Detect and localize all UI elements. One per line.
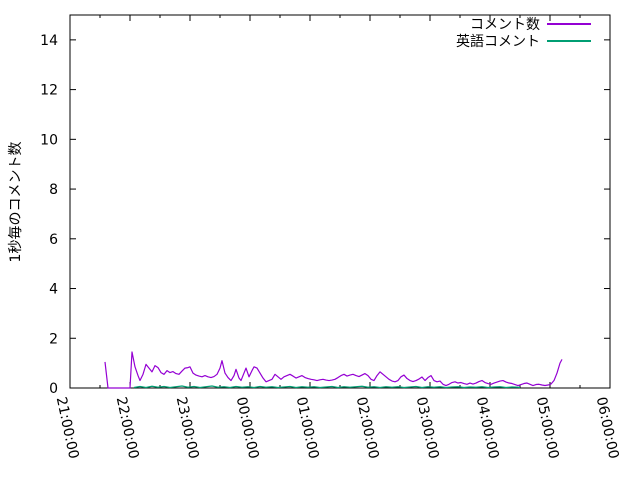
x-tick-label: 04:00:00	[473, 395, 502, 460]
y-tick-label: 0	[49, 381, 58, 397]
series-line-0	[104, 351, 563, 389]
x-tick-label: 23:00:00	[173, 395, 202, 460]
y-axis-title: 1秒毎のコメント数	[8, 141, 24, 263]
legend: コメント数 英語コメント	[456, 16, 591, 50]
legend-line-english-sample	[547, 40, 591, 42]
y-tick-label: 4	[49, 282, 58, 298]
y-tick-label: 8	[49, 182, 58, 198]
y-tick-label: 10	[40, 132, 58, 148]
y-tick-label: 12	[40, 83, 58, 99]
legend-label-comments: コメント数	[470, 17, 540, 33]
y-tick-label: 2	[49, 331, 58, 347]
legend-line-comments-sample	[547, 23, 591, 25]
x-tick-label: 03:00:00	[413, 395, 442, 460]
y-tick-label: 14	[40, 33, 58, 49]
legend-entry-comments: コメント数	[456, 16, 591, 33]
x-tick-label: 21:00:00	[53, 395, 82, 460]
x-tick-label: 05:00:00	[533, 395, 562, 460]
x-tick-label: 06:00:00	[593, 395, 622, 460]
plot-border	[69, 14, 611, 389]
x-tick-label: 00:00:00	[233, 395, 262, 460]
y-tick-label: 6	[49, 232, 58, 248]
legend-label-english: 英語コメント	[456, 34, 540, 50]
legend-entry-english: 英語コメント	[456, 33, 591, 50]
x-tick-label: 01:00:00	[293, 395, 322, 460]
series-line-1	[133, 385, 521, 389]
x-tick-label: 02:00:00	[353, 395, 382, 460]
x-tick-label: 22:00:00	[113, 395, 142, 460]
